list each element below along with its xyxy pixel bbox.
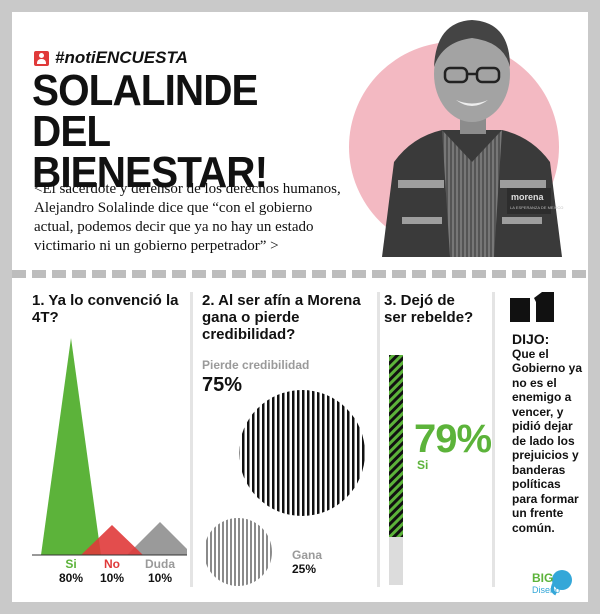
q3-bar-fill [389, 355, 403, 537]
q1-option-no: No 10% [92, 557, 132, 585]
q2-circle-pierde [239, 390, 365, 516]
vest-logo-subtext: LA ESPERANZA DE MEXICO [510, 205, 563, 210]
logo-line-2: Diseño [532, 585, 561, 595]
q3-label: Si [417, 458, 429, 472]
quote-text: Que el Gobierno ya no es el enemigo a ve… [512, 346, 583, 535]
column-divider [377, 292, 380, 587]
q1-triangle-si [41, 338, 101, 555]
section-tag: #notiENCUESTA [34, 48, 188, 68]
q2-option-value-pierde: 75% [202, 374, 243, 396]
q1-option-value: 80% [58, 571, 84, 585]
q1-triangle-chart [32, 338, 187, 556]
q1-option-duda: Duda 10% [140, 557, 180, 585]
portrait-photo: morena LA ESPERANZA DE MEXICO [382, 20, 563, 257]
q3-bar-chart [389, 355, 403, 585]
logo-line-1: BIG [532, 571, 554, 585]
headline-line-2: BIENESTAR! [32, 148, 268, 197]
q2-option-label-gana: Gana [292, 548, 323, 562]
q1-option-label: No [104, 557, 120, 571]
dek-text: <El sacerdote y defensor de los derechos… [34, 181, 341, 254]
q1-option-label: Si [65, 557, 77, 571]
q1-triangle-no [81, 525, 143, 555]
elephant-icon [550, 570, 572, 596]
headline-line-1: SOLALINDE DEL [32, 66, 259, 156]
infographic-card: #notiENCUESTA SOLALINDE DEL BIENESTAR! <… [12, 12, 588, 602]
user-icon [34, 50, 49, 66]
brand-logo: BIG Diseño [532, 567, 576, 602]
q2-circle-gana [204, 518, 272, 586]
q1-option-value: 10% [147, 571, 173, 585]
q2-question: 2. Al ser afín a Morena gana o pierde cr… [202, 292, 361, 343]
q1-option-label: Duda [145, 557, 175, 571]
q1-option-si: Si 80% [51, 557, 91, 585]
q1-triangle-duda [127, 522, 187, 555]
q2-option-value-gana: 25% [292, 562, 317, 576]
q2-circle-chart [204, 390, 365, 586]
vest-logo-text: morena [511, 192, 545, 202]
dashed-divider [12, 270, 588, 278]
q3-question: 3. Dejó de ser rebelde? [384, 292, 474, 326]
q1-option-value: 10% [99, 571, 125, 585]
quote-block: DIJO: Que el Gobierno ya no es el enemig… [512, 332, 582, 535]
quote-icon [510, 292, 554, 322]
headline: SOLALINDE DEL BIENESTAR! [32, 66, 308, 197]
column-divider [190, 292, 193, 587]
section-tag-text: #notiENCUESTA [55, 48, 188, 67]
q1-question: 1. Ya lo convenció la 4T? [32, 292, 179, 326]
q2-option-label-pierde: Pierde credibilidad [202, 358, 310, 372]
column-divider [492, 292, 495, 587]
q3-value: 79% [414, 417, 492, 461]
quote-label: DIJO: [512, 331, 550, 347]
